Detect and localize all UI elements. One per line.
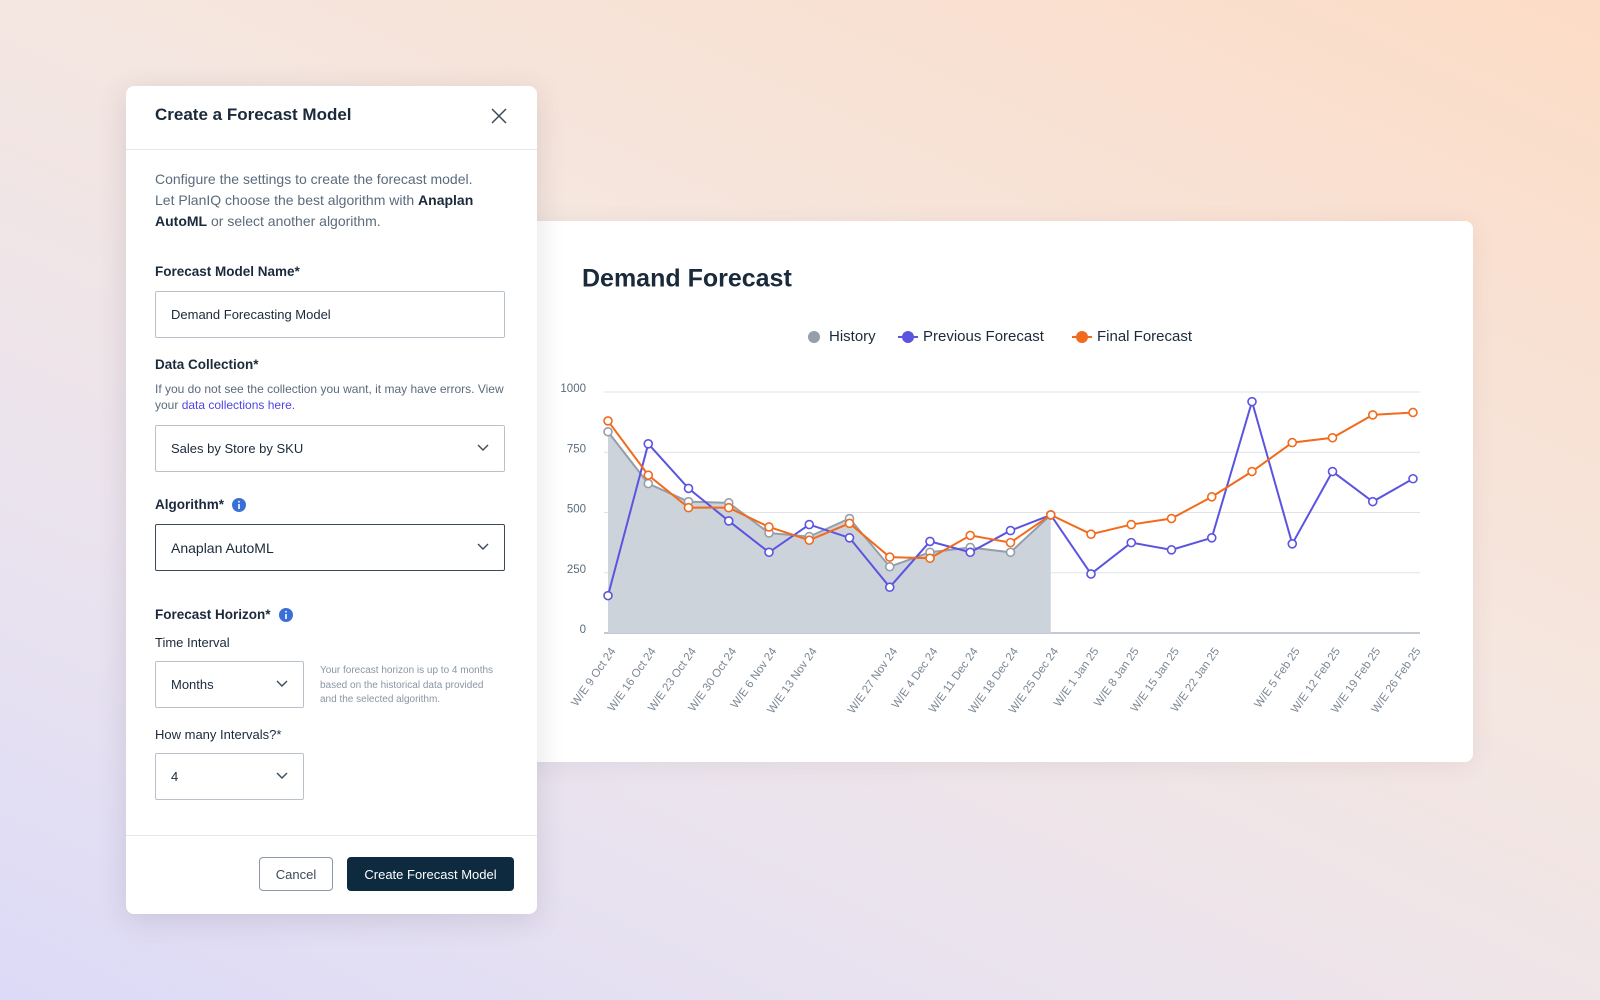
data-point xyxy=(804,535,815,546)
text-input[interactable]: Demand Forecasting Model xyxy=(155,291,505,338)
data-point xyxy=(1206,533,1217,543)
info-icon[interactable] xyxy=(278,608,293,623)
field-label: How many Intervals?* xyxy=(155,727,282,742)
hint-text: Your forecast horizon is up to 4 months … xyxy=(320,665,494,705)
link[interactable]: data collections here. xyxy=(181,398,296,412)
data-point xyxy=(1045,510,1056,520)
select-value: 4 xyxy=(171,769,179,784)
modal-title: Create a Forecast Model xyxy=(155,105,352,124)
description: Configure the settings to create the for… xyxy=(155,169,485,232)
help-text: If you do not see the collection you wan… xyxy=(155,381,505,413)
cancel-button[interactable]: Cancel xyxy=(259,857,333,891)
data-point xyxy=(1247,396,1257,407)
input-value: Demand Forecasting Model xyxy=(171,307,331,322)
legend-marker xyxy=(808,331,820,343)
chevron xyxy=(477,444,489,451)
data-point xyxy=(723,502,734,513)
field-label-row: Algorithm* xyxy=(155,497,246,513)
y-tick-label: 500 xyxy=(567,504,586,516)
chevron xyxy=(477,543,489,550)
data-point xyxy=(643,470,654,480)
field-label-row: Forecast Horizon* xyxy=(155,607,293,623)
data-point xyxy=(844,518,855,529)
select-value: Months xyxy=(171,677,214,692)
data-point xyxy=(844,533,855,543)
modal: Create a Forecast Model Configure the se… xyxy=(126,86,537,914)
select-value: Anaplan AutoML xyxy=(171,539,274,556)
data-point xyxy=(925,536,935,547)
data-point xyxy=(1005,525,1016,536)
data-point xyxy=(1327,466,1338,477)
field-label: Data Collection* xyxy=(155,357,259,372)
select[interactable]: 4 xyxy=(155,753,304,800)
data-point xyxy=(884,561,895,572)
data-point xyxy=(603,426,613,437)
data-point xyxy=(1247,466,1257,477)
data-point xyxy=(643,478,654,489)
text: Anaplan AutoML xyxy=(155,192,474,229)
data-point xyxy=(1086,529,1096,539)
y-tick-label: 750 xyxy=(567,443,586,455)
text: or select another algorithm. xyxy=(207,213,381,229)
legend-marker xyxy=(902,331,914,343)
data-point xyxy=(683,483,694,494)
create-button[interactable]: Create Forecast Model xyxy=(347,857,514,891)
divider xyxy=(126,149,537,150)
data-point xyxy=(1126,537,1137,548)
legend-label: Final Forecast xyxy=(1097,328,1193,345)
data-point xyxy=(1005,537,1016,548)
legend-label: Previous Forecast xyxy=(923,328,1045,345)
field-label: Forecast Model Name* xyxy=(155,264,300,279)
data-point xyxy=(1408,407,1418,418)
close-button[interactable] xyxy=(490,107,508,125)
field-label: Forecast Horizon* xyxy=(155,607,271,622)
data-point xyxy=(1166,545,1177,555)
data-point xyxy=(1287,539,1298,549)
y-tick-label: 250 xyxy=(567,564,586,576)
data-point xyxy=(683,502,694,513)
data-point xyxy=(1206,492,1217,502)
text: If you do not see the collection you wan… xyxy=(155,382,504,412)
y-tick-label: 0 xyxy=(580,624,586,636)
chart-title: Demand Forecast xyxy=(582,265,792,293)
data-point xyxy=(1408,473,1418,484)
data-point xyxy=(884,552,895,562)
text: Configure the settings to create the for… xyxy=(155,171,473,208)
data-point xyxy=(1287,437,1298,448)
select[interactable]: Months xyxy=(155,661,304,708)
data-point xyxy=(965,547,976,558)
data-point xyxy=(925,553,935,564)
data-point xyxy=(1367,496,1378,507)
data-point xyxy=(603,590,613,601)
data-point xyxy=(723,516,734,526)
field-label: Time Interval xyxy=(155,635,230,650)
data-point xyxy=(804,519,815,530)
data-point xyxy=(1126,519,1137,530)
data-point xyxy=(1005,547,1016,558)
select[interactable]: Sales by Store by SKU xyxy=(155,425,505,472)
y-tick-label: 1000 xyxy=(560,383,586,395)
legend-marker xyxy=(1076,331,1088,343)
select[interactable]: Anaplan AutoML xyxy=(155,524,505,571)
data-point xyxy=(764,547,774,558)
data-point xyxy=(643,439,654,449)
chevron xyxy=(276,680,288,687)
data-point xyxy=(965,530,976,541)
data-point xyxy=(764,522,774,532)
data-point xyxy=(884,582,895,593)
divider xyxy=(126,835,537,836)
data-point xyxy=(1086,569,1096,579)
data-point xyxy=(1166,513,1177,524)
select-value: Sales by Store by SKU xyxy=(171,441,304,456)
info-icon[interactable] xyxy=(232,498,246,513)
chevron xyxy=(276,772,288,779)
data-point xyxy=(1327,432,1338,443)
field-label: Algorithm* xyxy=(155,497,224,512)
chart-card: Demand Forecast 0 250 500 750 1000 W/E 9 Oct … xyxy=(500,221,1473,762)
legend-label: History xyxy=(829,328,876,345)
data-point xyxy=(603,416,613,426)
data-point xyxy=(1367,410,1378,420)
